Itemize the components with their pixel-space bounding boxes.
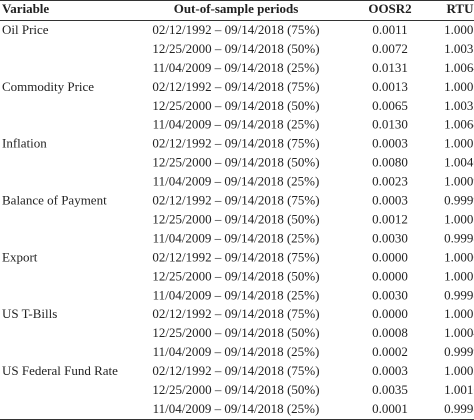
- value-cell: 1.0064: [444, 117, 474, 132]
- value-cell: 1.0016: [444, 382, 474, 397]
- value-cell: 1.0035: [444, 41, 474, 56]
- value-cell: 0.0011: [372, 22, 407, 37]
- value-cell: 0.0072: [372, 41, 408, 56]
- value-cell: 0.9998: [444, 287, 474, 302]
- value-cell: 0.9999: [444, 193, 474, 208]
- period-cell: 02/12/1992 – 09/14/2018 (75%): [152, 136, 319, 151]
- value-cell: 0.0013: [372, 79, 408, 94]
- period-cell: 12/25/2000 – 09/14/2018 (50%): [152, 155, 319, 170]
- header-cell: Variable: [2, 1, 49, 16]
- value-cell: 1.0001: [444, 268, 474, 283]
- value-cell: 0.0131: [372, 60, 408, 75]
- period-cell: 12/25/2000 – 09/14/2018 (50%): [152, 268, 319, 283]
- value-cell: 0.0030: [372, 287, 408, 302]
- variable-cell: Balance of Payment: [2, 193, 107, 208]
- period-cell: 11/04/2009 – 09/14/2018 (25%): [153, 174, 320, 189]
- value-cell: 0.0003: [372, 193, 408, 208]
- value-cell: 0.0003: [372, 363, 408, 378]
- value-cell: 0.0003: [372, 136, 408, 151]
- variable-cell: Oil Price: [2, 22, 49, 37]
- period-cell: 11/04/2009 – 09/14/2018 (25%): [153, 117, 320, 132]
- period-cell: 12/25/2000 – 09/14/2018 (50%): [152, 382, 319, 397]
- header-cell: Out-of-sample periods: [174, 1, 299, 16]
- value-cell: 1.0001: [444, 136, 474, 151]
- value-cell: 0.0030: [372, 230, 408, 245]
- value-cell: 0.0035: [372, 382, 408, 397]
- period-cell: 02/12/1992 – 09/14/2018 (75%): [152, 22, 319, 37]
- value-cell: 0.0023: [372, 174, 408, 189]
- period-cell: 02/12/1992 – 09/14/2018 (75%): [152, 363, 319, 378]
- value-cell: 1.0002: [444, 363, 474, 378]
- value-cell: 1.0009: [444, 174, 474, 189]
- value-cell: 1.0005: [444, 22, 474, 37]
- period-cell: 11/04/2009 – 09/14/2018 (25%): [153, 401, 320, 416]
- header-cell: RTU: [447, 1, 474, 16]
- value-cell: 1.0006: [444, 211, 474, 226]
- value-cell: 0.0000: [372, 268, 408, 283]
- value-cell: 0.0012: [372, 211, 408, 226]
- variable-cell: Export: [2, 249, 38, 264]
- value-cell: 0.9998: [444, 230, 474, 245]
- variable-cell: US T-Bills: [2, 306, 57, 321]
- period-cell: 11/04/2009 – 09/14/2018 (25%): [153, 287, 320, 302]
- value-cell: 0.0001: [372, 401, 408, 416]
- period-cell: 12/25/2000 – 09/14/2018 (50%): [152, 98, 319, 113]
- period-cell: 02/12/1992 – 09/14/2018 (75%): [152, 193, 319, 208]
- value-cell: 1.0032: [444, 98, 474, 113]
- variable-cell: Inflation: [2, 136, 47, 151]
- value-cell: 0.0065: [372, 98, 408, 113]
- period-cell: 12/25/2000 – 09/14/2018 (50%): [152, 41, 319, 56]
- value-cell: 0.0130: [372, 117, 408, 132]
- variable-cell: Commodity Price: [2, 79, 94, 94]
- value-cell: 0.0000: [372, 249, 408, 264]
- value-cell: 0.0080: [372, 155, 408, 170]
- value-cell: 0.0000: [372, 306, 408, 321]
- period-cell: 12/25/2000 – 09/14/2018 (50%): [152, 211, 319, 226]
- value-cell: 1.0040: [444, 155, 474, 170]
- value-cell: 1.0004: [444, 325, 474, 340]
- period-cell: 11/04/2009 – 09/14/2018 (25%): [153, 60, 320, 75]
- value-cell: 1.0001: [444, 306, 474, 321]
- value-cell: 0.0008: [372, 325, 408, 340]
- variable-cell: US Federal Fund Rate: [2, 363, 118, 378]
- period-cell: 11/04/2009 – 09/14/2018 (25%): [153, 230, 320, 245]
- value-cell: 0.9999: [444, 344, 474, 359]
- value-cell: 1.0064: [444, 60, 474, 75]
- period-cell: 02/12/1992 – 09/14/2018 (75%): [152, 306, 319, 321]
- value-cell: 1.0006: [444, 79, 474, 94]
- period-cell: 12/25/2000 – 09/14/2018 (50%): [152, 325, 319, 340]
- period-cell: 02/12/1992 – 09/14/2018 (75%): [152, 249, 319, 264]
- value-cell: 0.9998: [444, 401, 474, 416]
- period-cell: 11/04/2009 – 09/14/2018 (25%): [153, 344, 320, 359]
- value-cell: 0.0002: [372, 344, 408, 359]
- value-cell: 1.0000: [444, 249, 474, 264]
- header-cell: OOSR2: [368, 1, 411, 16]
- period-cell: 02/12/1992 – 09/14/2018 (75%): [152, 79, 319, 94]
